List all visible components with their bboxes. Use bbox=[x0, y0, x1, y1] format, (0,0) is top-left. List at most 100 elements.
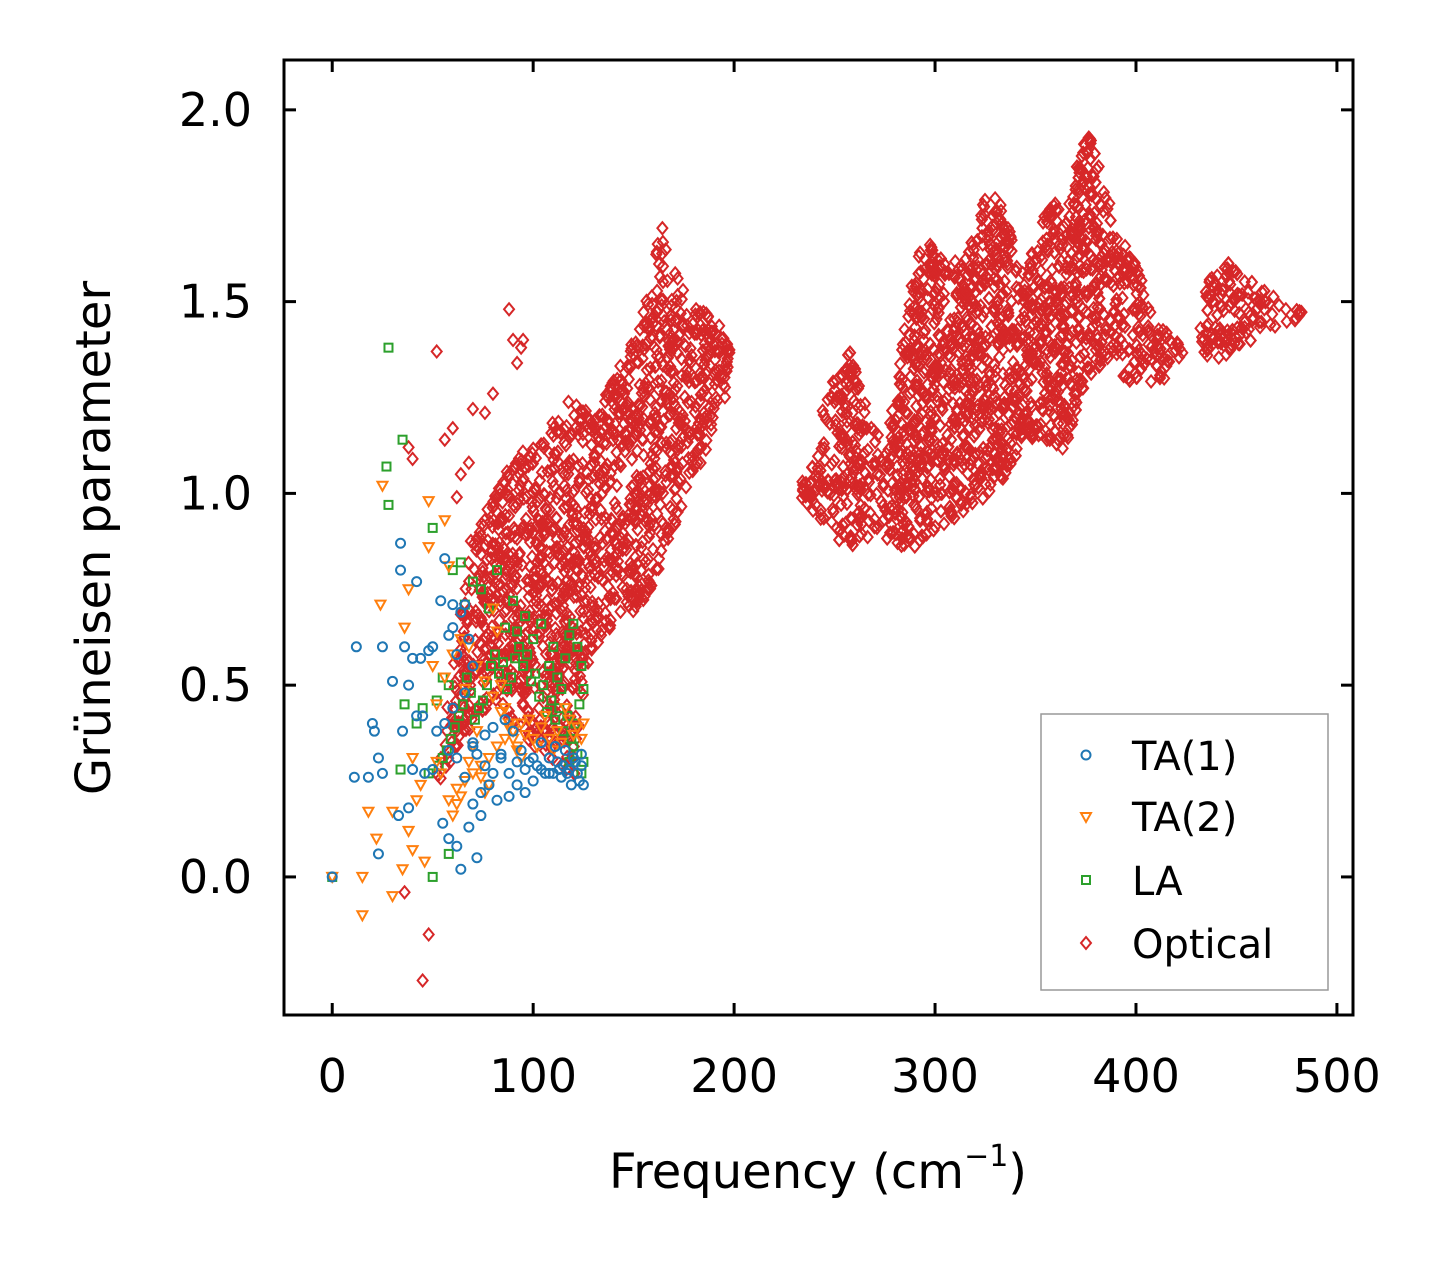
data-point-optical bbox=[430, 343, 444, 360]
data-point-optical bbox=[933, 417, 947, 434]
data-point-optical bbox=[952, 261, 966, 277]
data-point-ta1 bbox=[519, 787, 531, 799]
data-point-optical bbox=[522, 704, 535, 720]
data-point-optical bbox=[982, 290, 996, 306]
data-point-optical bbox=[579, 531, 593, 547]
data-point-optical bbox=[540, 612, 554, 628]
data-point-optical bbox=[517, 490, 531, 506]
data-point-optical bbox=[912, 358, 926, 374]
data-point-optical bbox=[660, 384, 674, 400]
data-point-optical bbox=[505, 596, 518, 612]
data-point-optical bbox=[944, 349, 957, 365]
data-point-optical bbox=[616, 401, 630, 417]
data-point-optical bbox=[997, 252, 1011, 268]
data-point-optical bbox=[462, 573, 476, 589]
data-point-ta1 bbox=[467, 798, 479, 810]
data-point-optical bbox=[474, 546, 488, 562]
data-point-optical bbox=[939, 341, 952, 357]
data-point-optical bbox=[1059, 351, 1072, 367]
data-point-optical bbox=[575, 412, 588, 428]
data-point-optical bbox=[702, 347, 716, 363]
data-point-optical bbox=[1206, 294, 1219, 310]
data-point-optical bbox=[1122, 343, 1135, 359]
data-point-optical bbox=[858, 465, 872, 481]
data-point-optical bbox=[636, 350, 649, 366]
data-point-optical bbox=[1004, 456, 1017, 472]
data-point-optical bbox=[569, 501, 583, 517]
data-point-optical bbox=[1104, 324, 1118, 340]
data-point-optical bbox=[1032, 296, 1046, 312]
data-point-ta1 bbox=[348, 771, 360, 783]
data-point-optical bbox=[654, 543, 668, 559]
data-point-optical bbox=[705, 318, 719, 335]
data-point-optical bbox=[1245, 274, 1259, 290]
data-point-ta1 bbox=[451, 648, 463, 660]
data-point-optical bbox=[889, 526, 903, 542]
data-point-optical bbox=[905, 417, 918, 433]
data-point-optical bbox=[1093, 357, 1107, 373]
data-point-optical bbox=[967, 330, 980, 346]
data-point-optical bbox=[546, 415, 559, 431]
data-point-optical bbox=[858, 419, 871, 435]
data-point-optical bbox=[501, 487, 514, 503]
data-point-optical bbox=[1295, 304, 1308, 320]
data-point-optical bbox=[962, 244, 976, 260]
data-point-optical bbox=[1165, 335, 1179, 351]
data-point-ta2 bbox=[514, 718, 528, 731]
data-point-optical bbox=[1070, 265, 1084, 281]
data-point-ta1 bbox=[395, 564, 407, 576]
data-point-optical bbox=[976, 490, 990, 506]
data-point-optical bbox=[1084, 248, 1098, 264]
data-point-optical bbox=[903, 296, 916, 313]
data-point-optical bbox=[497, 511, 510, 528]
data-point-optical bbox=[665, 459, 679, 475]
data-point-optical bbox=[588, 551, 602, 567]
data-point-optical bbox=[976, 440, 990, 456]
data-point-optical bbox=[1054, 253, 1068, 269]
data-point-optical bbox=[463, 677, 477, 693]
data-point-optical bbox=[481, 533, 495, 549]
data-point-optical bbox=[966, 495, 979, 511]
data-point-la bbox=[536, 618, 547, 629]
data-point-optical bbox=[1097, 245, 1110, 261]
data-point-optical bbox=[912, 290, 926, 306]
data-point-ta1 bbox=[471, 748, 483, 760]
data-point-optical bbox=[546, 576, 559, 593]
data-point-la bbox=[498, 657, 509, 668]
data-point-optical bbox=[911, 452, 925, 468]
data-point-optical bbox=[1136, 327, 1149, 343]
data-point-optical bbox=[434, 770, 447, 786]
data-point-optical bbox=[671, 287, 684, 303]
data-point-optical bbox=[550, 605, 563, 621]
data-point-optical bbox=[714, 330, 728, 346]
data-point-optical bbox=[604, 525, 618, 541]
data-point-optical bbox=[528, 738, 542, 755]
legend-label-optical: Optical bbox=[1132, 922, 1273, 968]
data-point-optical bbox=[1029, 355, 1043, 371]
data-point-optical bbox=[1004, 435, 1017, 451]
data-point-optical bbox=[1218, 260, 1232, 276]
data-point-optical bbox=[924, 404, 937, 420]
data-point-la bbox=[552, 672, 563, 683]
data-point-optical bbox=[670, 461, 684, 478]
data-point-optical bbox=[625, 451, 639, 467]
data-point-la bbox=[506, 672, 517, 683]
data-point-optical bbox=[585, 641, 598, 658]
data-point-optical bbox=[645, 288, 659, 305]
data-point-ta1 bbox=[439, 718, 451, 730]
data-point-optical bbox=[671, 441, 685, 457]
data-point-optical bbox=[1064, 259, 1077, 275]
legend-marker-optical bbox=[1079, 935, 1093, 951]
data-point-optical bbox=[978, 192, 992, 208]
data-point-optical bbox=[883, 415, 897, 431]
data-point-optical bbox=[689, 398, 702, 414]
data-point-optical bbox=[905, 278, 919, 294]
data-point-optical bbox=[1110, 292, 1123, 308]
data-point-optical bbox=[1003, 338, 1017, 354]
data-point-optical bbox=[1060, 337, 1074, 353]
data-point-ta2 bbox=[494, 680, 508, 693]
data-point-ta1 bbox=[411, 710, 423, 722]
data-point-optical bbox=[549, 626, 563, 642]
data-point-optical bbox=[643, 360, 657, 376]
data-point-optical bbox=[1201, 326, 1214, 342]
